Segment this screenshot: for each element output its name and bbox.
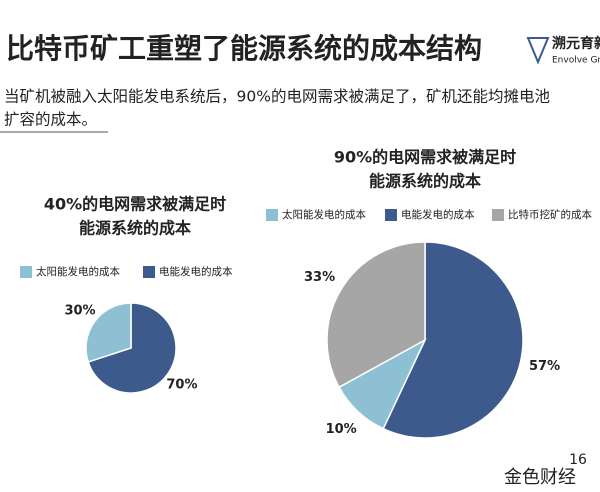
data-label: 57% — [529, 359, 560, 374]
legend-swatch — [266, 209, 278, 221]
subtitle-line: 当矿机被融入太阳能发电系统后，90%的电网需求被满足了，矿机还能均摊电池 — [4, 88, 550, 106]
pie-slice — [85, 302, 132, 363]
watermark: 金色财经 — [504, 467, 576, 488]
subtitle-line: 扩容的成本。 — [4, 111, 97, 129]
legend-label: 电能发电的成本 — [159, 265, 233, 278]
legend-swatch — [492, 209, 504, 221]
pie-slice — [382, 241, 524, 439]
logo-name: 溯元育新 — [552, 35, 600, 52]
logo-sub: Envolve Group — [552, 56, 600, 66]
legend-label: 比特币挖矿的成本 — [508, 208, 592, 221]
chart-title: 40%的电网需求被满足时 — [44, 195, 226, 214]
legend-label: 太阳能发电的成本 — [282, 208, 366, 221]
chart-title: 90%的电网需求被满足时 — [334, 148, 516, 167]
legend-swatch — [143, 266, 155, 278]
legend-swatch — [385, 209, 397, 221]
legend-label: 电能发电的成本 — [401, 208, 475, 221]
chart-title: 能源系统的成本 — [79, 219, 191, 238]
data-label: 10% — [326, 422, 357, 437]
legend-swatch — [20, 266, 32, 278]
pie-slice — [326, 241, 426, 389]
data-label: 70% — [166, 378, 197, 393]
legend-label: 太阳能发电的成本 — [36, 265, 120, 278]
chart-title: 能源系统的成本 — [369, 172, 481, 191]
logo-icon — [526, 37, 550, 65]
pie-slice — [87, 302, 177, 394]
page-number: 16 — [569, 452, 587, 468]
slide-title: 比特币矿工重塑了能源系统的成本结构 — [6, 32, 482, 65]
data-label: 33% — [304, 270, 335, 285]
data-label: 30% — [64, 303, 95, 318]
